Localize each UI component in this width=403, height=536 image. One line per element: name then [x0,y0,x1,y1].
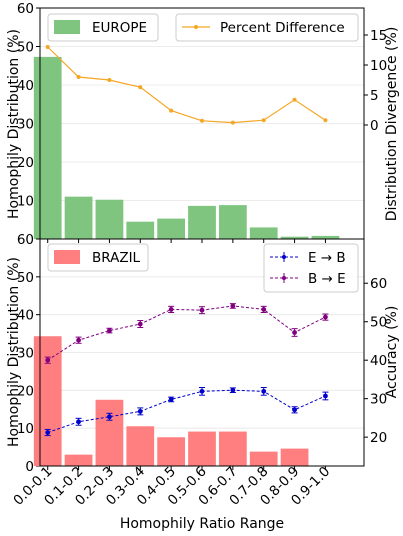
bottom-point-b-e [261,307,267,312]
bottom-bar-0.7-0.8 [249,451,278,466]
legend-swatch-brazil [54,250,80,264]
bottom-point-e-b [45,430,51,435]
bottom-point-b-e [45,357,51,363]
bottom-point-e-b [261,388,267,394]
bottom-bar-0.3-0.4 [126,426,155,466]
top-y2tick-label: 0 [370,118,379,134]
top-point-percent-difference [292,97,297,102]
legend-label-brazil: BRAZIL [92,250,141,266]
bottom-line-b-e [47,305,326,361]
top-point-percent-difference [230,120,235,125]
bottom-ytick-label: 60 [17,232,34,248]
legend-marker-e-to-b [282,255,286,259]
bottom-ytick-label: 30 [17,346,34,362]
top-bar-0.0-0.1 [33,56,62,239]
bottom-point-e-b [168,397,174,402]
top-bar-0.9-1.0 [311,235,340,239]
bottom-y2tick-label: 40 [370,353,387,369]
top-bar-0.4-0.5 [157,218,186,239]
top-y2label: Distribution Divergence (%) [384,27,400,222]
bottom-y2tick-label: 60 [370,276,387,292]
legend-marker-percent-difference [194,25,198,29]
bottom-point-b-e [199,307,205,313]
bottom-point-e-b [137,408,143,414]
top-y2tick-label: 5 [370,88,379,104]
top-ylabel: Homophily Distribution (%) [6,29,22,219]
top-ytick-label: 60 [17,1,34,17]
bottom-bar-0.8-0.9 [280,448,309,466]
bottom-point-b-e [137,321,143,327]
bottom-point-e-b [76,419,81,425]
top-ytick-label: 40 [17,78,34,94]
top-point-percent-difference [200,118,204,123]
top-point-percent-difference [138,85,143,90]
bottom-point-e-b [107,414,112,420]
bottom-point-e-b [230,387,236,393]
bottom-point-e-b [199,388,205,394]
bottom-y2tick-label: 50 [370,315,387,331]
top-point-percent-difference [45,45,50,49]
bottom-bar-0.0-0.1 [33,336,62,466]
top-ytick-label: 10 [17,194,34,210]
legend-marker-b-to-e [282,276,286,280]
top-line-percent-difference [47,46,326,124]
bottom-legend-lines: E → B B → E [263,243,359,293]
top-bar-0.6-0.7 [218,205,247,239]
bottom-legend-bars: BRAZIL [47,243,149,272]
top-ytick-label: 20 [17,155,34,171]
top-legend-line: Percent Difference [175,13,359,42]
legend-label-percent-difference: Percent Difference [220,20,345,36]
bottom-bar-0.5-0.6 [188,431,216,466]
legend-swatch-europe [54,20,80,34]
bottom-bar-0.4-0.5 [157,437,186,466]
bottom-ytick-label: 20 [17,383,34,399]
bottom-point-b-e [323,314,328,320]
top-point-percent-difference [107,78,112,82]
top-bar-0.8-0.9 [280,236,309,239]
bottom-bar-0.2-0.3 [95,399,124,466]
legend-label-e-to-b: E → B [308,250,346,266]
top-ytick-label: 30 [17,117,34,133]
legend-label-b-to-e: B → E [308,271,346,287]
bottom-y2label: Accuracy (%) [384,306,400,399]
xlabel: Homophily Ratio Range [120,516,284,532]
bottom-line-e-b [47,389,326,433]
bottom-ylabel: Homophily Distribution (%) [6,257,22,447]
bottom-ytick-label: 0 [25,459,34,475]
bottom-panel-frame [39,238,365,467]
top-point-percent-difference [323,118,328,123]
bottom-point-b-e [292,330,297,335]
top-point-percent-difference [169,108,174,113]
top-ytick-label: 50 [17,40,34,56]
top-point-percent-difference [76,75,81,79]
bottom-plot-layer [33,238,368,470]
bottom-point-b-e [168,307,174,312]
bottom-ytick-label: 40 [17,308,34,324]
top-y2tick-label: 10 [370,58,387,74]
bottom-y2tick-label: 20 [370,430,387,446]
bottom-point-e-b [323,393,328,399]
top-bar-0.7-0.8 [249,227,278,239]
bottom-bar-0.6-0.7 [218,431,247,466]
top-legend-bars: EUROPE [47,13,159,42]
top-bar-0.1-0.2 [64,196,93,239]
bottom-point-e-b [292,407,297,413]
top-bar-0.2-0.3 [95,199,124,239]
top-point-percent-difference [261,118,266,123]
bottom-bar-0.1-0.2 [64,454,93,466]
bottom-point-b-e [230,303,236,309]
bottom-ytick-label: 50 [17,270,34,286]
bottom-point-b-e [107,328,112,333]
top-bar-0.5-0.6 [188,205,216,239]
bottom-ytick-label: 10 [17,421,34,437]
top-y2tick-label: 15 [370,28,387,44]
top-plot-layer [33,7,368,243]
bottom-point-b-e [76,337,81,343]
top-bar-0.3-0.4 [126,221,155,239]
legend-label-europe: EUROPE [92,20,147,36]
bottom-y2tick-label: 30 [370,392,387,408]
